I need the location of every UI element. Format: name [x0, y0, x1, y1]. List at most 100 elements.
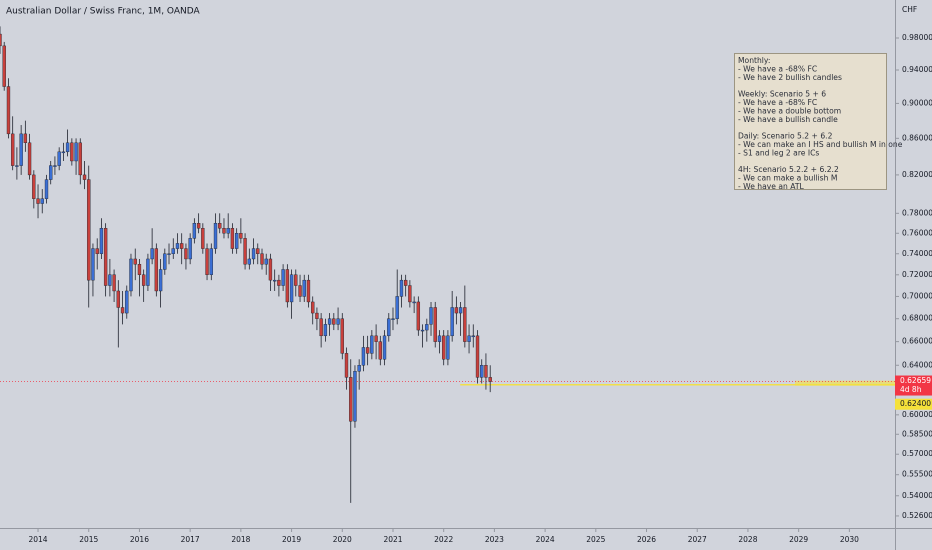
- candle-body: [65, 142, 70, 153]
- candle-body: [27, 142, 32, 176]
- candle-body: [446, 335, 450, 360]
- y-tick-label: 0.60000: [902, 410, 932, 419]
- last-price-box: [895, 375, 932, 396]
- candle-body: [158, 269, 163, 292]
- x-tick-label: 2014: [28, 535, 47, 544]
- candle-body: [11, 133, 15, 166]
- candle-body: [61, 151, 66, 154]
- x-tick-label: 2026: [637, 535, 656, 544]
- candle-body: [247, 258, 252, 265]
- candle-body: [323, 324, 328, 337]
- candle-body: [222, 228, 226, 234]
- candle-body: [23, 133, 28, 144]
- note-line: Monthly:: [738, 56, 770, 65]
- x-tick-label: 2028: [738, 535, 757, 544]
- candle-body: [171, 248, 175, 254]
- candle-body: [74, 142, 78, 162]
- candle-body: [412, 301, 416, 304]
- candle-body: [319, 318, 323, 337]
- candle-body: [437, 335, 442, 342]
- y-tick-label: 0.52600: [902, 511, 932, 520]
- candle-body: [260, 253, 264, 265]
- candle-body: [188, 238, 192, 260]
- candle-body: [349, 377, 353, 422]
- note-line: - We can make a bullish M: [738, 174, 837, 183]
- x-tick-label: 2030: [840, 535, 859, 544]
- candle-body: [289, 274, 294, 303]
- candle-body: [332, 318, 336, 325]
- candle-body: [129, 258, 133, 292]
- countdown-label: 4d 8h: [900, 385, 922, 394]
- candle-body: [36, 198, 40, 204]
- candle-body: [273, 279, 277, 282]
- y-tick-label: 0.54000: [902, 491, 932, 500]
- note-line: - We have 2 bullish candles: [738, 73, 842, 82]
- candle-body: [125, 290, 129, 314]
- candle-body: [116, 290, 120, 308]
- level-price-label: 0.62400: [900, 399, 931, 408]
- candle-body: [19, 133, 23, 166]
- note-line: - S1 and leg 2 are ICs: [738, 148, 819, 157]
- x-tick-label: 2021: [383, 535, 402, 544]
- last-price-label: 0.62659: [900, 376, 931, 385]
- candle-body: [370, 335, 374, 354]
- currency-label: CHF: [902, 5, 917, 14]
- candle-body: [218, 223, 222, 229]
- candle-body: [201, 228, 205, 249]
- candle-body: [15, 165, 19, 167]
- x-tick-label: 2017: [181, 535, 200, 544]
- candle-body: [40, 198, 44, 204]
- candle-body: [150, 248, 154, 260]
- candle-body: [480, 365, 484, 378]
- candle-body: [315, 312, 319, 319]
- candle-body: [311, 301, 315, 314]
- x-tick-label: 2022: [434, 535, 453, 544]
- candle-body: [429, 307, 433, 325]
- candle-body: [180, 243, 184, 249]
- candle-body: [268, 258, 273, 281]
- y-tick-label: 0.68000: [902, 314, 932, 323]
- candle-body: [53, 165, 57, 167]
- x-tick-label: 2024: [536, 535, 555, 544]
- candle-body: [403, 279, 408, 286]
- x-tick-label: 2015: [79, 535, 98, 544]
- candle-body: [425, 324, 429, 331]
- candle-body: [239, 233, 243, 239]
- candle-body: [340, 318, 344, 354]
- candle-body: [475, 335, 480, 378]
- y-tick-label: 0.55500: [902, 470, 932, 479]
- candle-body: [391, 318, 395, 320]
- candle-body: [344, 353, 349, 378]
- candle-body: [471, 335, 475, 338]
- candle-body: [120, 307, 125, 314]
- candle-body: [399, 279, 404, 297]
- y-tick-label: 0.78000: [902, 208, 932, 217]
- x-tick-label: 2027: [688, 535, 707, 544]
- candle-body: [454, 307, 459, 314]
- candle-body: [226, 228, 230, 234]
- note-line: - We have a bullish candle: [738, 115, 838, 124]
- candle-body: [91, 248, 95, 281]
- candle-body: [196, 223, 201, 229]
- x-tick-label: 2020: [333, 535, 352, 544]
- candle-body: [327, 318, 332, 325]
- candle-body: [163, 253, 167, 270]
- y-tick-label: 0.94000: [902, 65, 932, 74]
- candle-body: [251, 248, 256, 260]
- candle-body: [374, 335, 378, 342]
- y-tick-label: 0.72000: [902, 270, 932, 279]
- chart-title: Australian Dollar / Swiss Franc, 1M, OAN…: [6, 7, 201, 17]
- candle-body: [281, 269, 285, 286]
- candle-body: [294, 274, 298, 286]
- candle-body: [298, 285, 302, 297]
- y-tick-label: 0.58500: [902, 429, 932, 438]
- candle-body: [70, 142, 74, 162]
- y-tick-label: 0.57000: [902, 449, 932, 458]
- candle-body: [2, 45, 6, 87]
- candle-body: [488, 377, 492, 382]
- candle-body: [365, 347, 370, 354]
- x-tick-label: 2029: [789, 535, 808, 544]
- candle-body: [285, 269, 290, 303]
- candle-body: [378, 341, 382, 360]
